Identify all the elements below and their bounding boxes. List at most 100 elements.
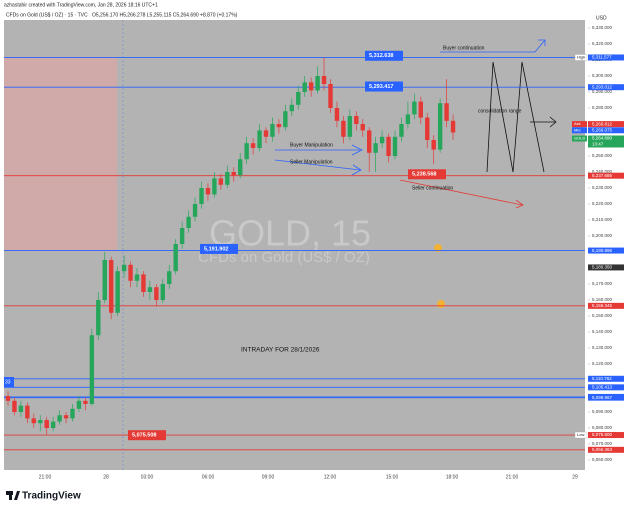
candle-body [289,104,294,112]
axis-label: 5,156.345 [592,303,613,308]
candle-body [83,400,88,404]
candle-body [218,178,224,185]
axis-label: 5,293.012 [592,84,613,89]
y-tick-label: 5,170.000 [592,281,613,286]
candle-body [431,140,436,150]
axis-tag: High [577,55,585,60]
y-tick-label: 5,220.000 [592,201,613,206]
axis-label: 5,311.577 [592,55,612,60]
candle-body [50,421,56,428]
candle-body [354,116,359,124]
axis-label-box [588,264,624,271]
candle-body [450,120,456,133]
candle-body [347,116,353,137]
candle-body [321,76,327,84]
x-tick-label: 18:00 [446,474,459,480]
y-tick-label: 5,230.000 [592,185,613,190]
candle-body [328,84,333,108]
candle-body [238,159,243,176]
y-tick-label: 5,330.000 [592,25,613,30]
candle-body [121,264,127,272]
emoji [437,300,445,308]
axis-label-box [588,384,624,391]
candle-body [102,260,107,300]
candle-body [399,124,404,137]
candle-body [63,415,69,419]
axis-label: 5,190.896 [592,248,613,253]
axis-label-box [588,121,624,128]
candle-body [128,264,133,281]
axis-label: 5,237.685 [592,173,613,178]
axis-label-box [588,446,624,453]
candle-body [5,396,11,401]
axis-tag-box [574,54,588,61]
axis-label: 5,266.812 [592,121,613,126]
axis-tag-box [572,121,587,128]
candle-body [70,408,75,419]
y-tick-label: 5,090.000 [592,409,613,414]
candle-body [147,287,153,292]
tv-logo [6,491,20,500]
candle-body [270,124,275,137]
candle-body [412,101,417,115]
header: azhastahir created with TradingView.com,… [4,2,158,8]
axis-tag-box [574,431,588,439]
candle-body [38,420,43,424]
zone [4,57,117,251]
axis-label: 5,266.075 [592,127,613,132]
candle-body [134,274,140,281]
candle-body [109,260,114,313]
axis-label-box [588,54,624,61]
axis-label: 5,264.690 [592,136,613,141]
candle-body [308,82,314,91]
axis-label-box [588,302,624,309]
candle-body [405,114,411,124]
candle-body [76,400,82,409]
x-tick-label: 12:00 [324,474,337,480]
candle-body [173,244,178,272]
annotation: Seller continuation [412,185,453,191]
symbol-line: CFDs on Gold (US$ / OZ) · 15 · TVC [6,12,88,18]
brand: TradingView [22,491,81,502]
price-note-box [408,169,446,180]
axis-label-box [588,247,624,254]
y-tick-label: 5,070.000 [592,441,613,446]
candle-body [296,92,301,105]
candle-body [167,271,172,284]
candle-body [231,172,236,176]
candle-body [263,130,269,137]
candle-body [283,111,288,128]
candle-body [334,108,340,121]
y-tick-label: 5,280.000 [592,105,613,110]
candle-body [379,136,385,144]
axis-label: 5,075.600 [592,432,613,437]
price-note: 5,238.568 [412,172,436,178]
annotation: 33 [5,379,11,385]
axis-tag: GOLD [574,136,585,141]
annotation: consolidation range [478,108,522,114]
x-tick-label: 29 [572,474,578,480]
candle-body [360,124,365,131]
price-note-box [365,81,403,92]
candle-body [302,82,307,92]
y-tick-label: 5,140.000 [592,329,613,334]
candle-body [418,101,423,118]
candle-body [250,143,256,148]
axis-tag-box [572,127,587,134]
candle-body [179,228,185,244]
y-tick-label: 5,210.000 [592,217,613,222]
price-note: 5,293.417 [369,84,393,90]
y-tick-label: 5,060.000 [592,457,613,462]
y-tick-label: 5,240.000 [592,169,613,174]
x-tick-label: 15:00 [386,474,399,480]
x-tick-label: 06:00 [202,474,215,480]
annotation: Buyer Manipulation [290,142,333,148]
candle-body [212,178,217,195]
axis-tag: Low [577,432,584,437]
countdown: 13:47 [592,142,604,147]
annotation: INTRADAY FOR 28/1/2026 [241,347,320,354]
candle-body [315,76,320,91]
candle-body [96,300,101,336]
y-tick-label: 5,300.000 [592,73,613,78]
